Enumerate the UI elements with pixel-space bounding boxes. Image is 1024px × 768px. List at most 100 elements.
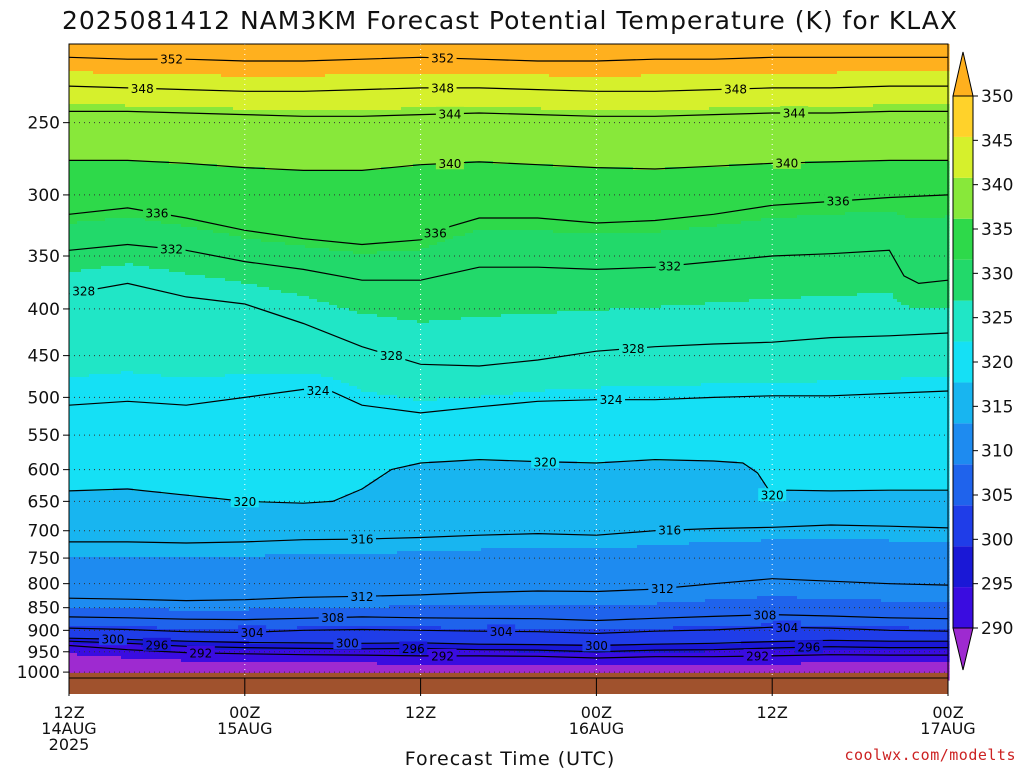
colorbar-tick-label: 320 — [981, 353, 1013, 373]
x-tick-label: 14AUG — [41, 719, 96, 738]
contour-label-bg — [186, 645, 215, 659]
contour-348 — [68, 85, 948, 92]
contour-label: 316 — [658, 524, 681, 538]
colorbar-bin — [953, 177, 973, 219]
contour-label-bg — [780, 106, 809, 120]
contour-label: 352 — [431, 52, 454, 66]
contour-label: 304 — [775, 621, 798, 635]
y-tick-label: 900 — [28, 621, 60, 641]
colorbar-bin — [953, 382, 973, 424]
contour-label-bg — [582, 638, 611, 652]
y-tick-label: 500 — [28, 388, 60, 408]
y-tick-label: 600 — [28, 461, 60, 481]
contour-label: 340 — [775, 156, 798, 170]
contour-label-bg — [333, 636, 362, 650]
contour-label-bg — [348, 532, 376, 546]
contour-label-bg — [824, 193, 853, 207]
contour-label: 344 — [783, 107, 806, 121]
contour-label-bg — [421, 226, 450, 240]
colorbar-bin — [953, 218, 973, 260]
colorbar-bin — [953, 464, 973, 506]
contour-label: 316 — [351, 533, 374, 547]
contour-label-bg — [304, 383, 333, 397]
contour-label: 340 — [438, 157, 461, 171]
x-tick-label: 00Z — [581, 703, 612, 722]
contour-label: 332 — [160, 242, 183, 256]
contour-label-bg — [772, 155, 801, 169]
contour-label-bg — [318, 610, 347, 624]
contour-label: 336 — [424, 227, 447, 241]
contour-label-bg — [772, 620, 801, 634]
contour-336 — [68, 194, 949, 246]
y-axis: 2503003504004505005506006507007508008509… — [17, 114, 69, 683]
contour-324 — [68, 388, 949, 414]
contour-label: 320 — [233, 495, 256, 509]
contour-label: 352 — [160, 53, 183, 67]
contour-label: 296 — [402, 642, 425, 656]
contour-label-bg — [428, 648, 457, 662]
ground-strip — [69, 672, 948, 694]
plot-frame — [68, 43, 949, 679]
contour-label: 328 — [380, 349, 403, 363]
colorbar-bin — [953, 136, 973, 178]
colorbar-tick-label: 305 — [981, 486, 1013, 506]
contour-label-bg — [142, 205, 171, 219]
contour-label-bg — [428, 51, 457, 65]
contour-label-bg — [399, 641, 428, 655]
x-tick-label: 2025 — [49, 735, 90, 754]
contour-312 — [68, 578, 949, 602]
colorbar-bin — [953, 259, 973, 301]
contour-340 — [69, 159, 948, 171]
contour-352 — [68, 56, 948, 62]
x-tick-label: 12Z — [405, 703, 436, 722]
contour-label-bg — [128, 81, 157, 95]
contour-label: 320 — [534, 455, 557, 469]
contour-label: 312 — [351, 590, 374, 604]
colorbar-tick-label: 325 — [981, 309, 1013, 329]
contour-label-bg — [157, 52, 186, 66]
x-axis-label: Forecast Time (UTC) — [405, 748, 615, 768]
y-tick-label: 250 — [28, 114, 60, 134]
x-tick-label: 00Z — [229, 703, 260, 722]
contour-label: 296 — [797, 641, 820, 655]
contour-label-bg — [238, 625, 267, 639]
contour-label-bg — [69, 284, 98, 298]
colorbar-bin — [953, 587, 973, 628]
contour-328 — [68, 282, 949, 367]
contour-316 — [69, 524, 949, 544]
contour-label-bg — [721, 81, 750, 95]
contour-label: 336 — [145, 206, 168, 220]
contour-label: 300 — [585, 639, 608, 653]
x-tick-label: 17AUG — [920, 719, 975, 738]
contour-label: 328 — [622, 342, 645, 356]
contour-label: 308 — [321, 611, 344, 625]
y-tick-label: 850 — [28, 599, 60, 619]
contour-label: 304 — [241, 626, 264, 640]
contour-label-bg — [619, 341, 648, 355]
contour-label-bg — [157, 241, 186, 255]
contour-label-bg — [487, 624, 516, 638]
colorbar-bin — [953, 341, 973, 383]
contour-label: 312 — [651, 582, 674, 596]
contour-label-bg — [758, 488, 787, 502]
contour-label: 292 — [189, 646, 212, 660]
y-tick-label: 750 — [28, 549, 60, 569]
contour-label-bg — [428, 80, 457, 94]
contour-label: 348 — [431, 81, 454, 95]
credit-text: coolwx.com/modelts — [844, 746, 1016, 764]
x-tick-label: 15AUG — [217, 719, 272, 738]
y-tick-label: 1000 — [17, 663, 60, 683]
y-tick-label: 550 — [28, 426, 60, 446]
contour-label: 324 — [307, 384, 330, 398]
colorbar-tick-label: 340 — [981, 176, 1013, 196]
contour-label-bg — [750, 607, 779, 621]
colorbar-bin — [953, 505, 973, 547]
contour-label-bg — [142, 637, 171, 651]
contour-label: 344 — [438, 107, 461, 121]
colorbar-bin — [953, 423, 973, 465]
x-tick-label: 12Z — [53, 703, 84, 722]
contour-label: 324 — [600, 393, 623, 407]
contour-292 — [68, 644, 948, 659]
filled-field — [69, 44, 950, 681]
